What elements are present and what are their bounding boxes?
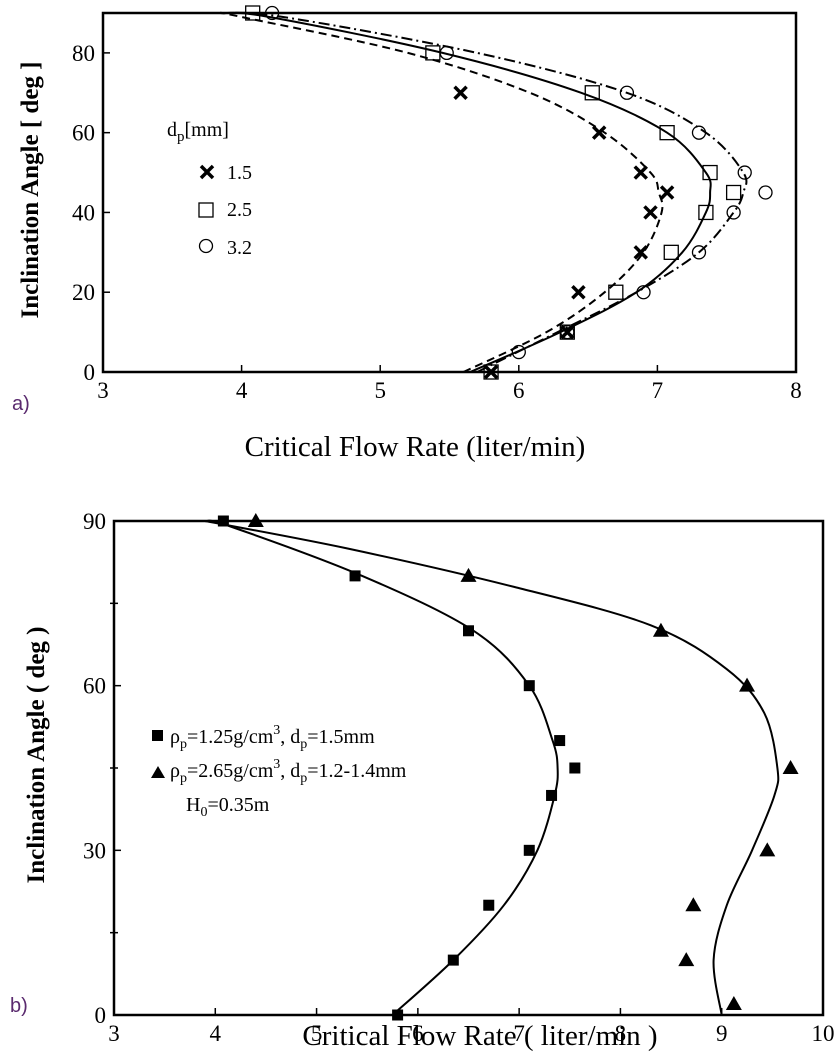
- legend-marker-filled-triangle: [151, 766, 165, 778]
- data-point-filled-triangle: [652, 622, 669, 637]
- data-point-filled-square: [483, 899, 495, 911]
- data-point-square: [702, 164, 718, 181]
- x-tick-label: 6: [412, 1021, 424, 1046]
- data-point-filled-square: [349, 570, 361, 582]
- x-tick-label: 3: [108, 1021, 120, 1046]
- x-tick-label: 10: [812, 1021, 835, 1046]
- y-tick-label: 80: [72, 41, 95, 66]
- data-point-circle: [636, 285, 651, 300]
- data-point-filled-square: [546, 789, 558, 801]
- data-point-square: [608, 284, 624, 300]
- data-point-filled-triangle: [685, 897, 702, 912]
- data-point-filled-triangle: [678, 952, 695, 967]
- data-point-x: [453, 85, 468, 101]
- legend-item-3.2: 3.2: [198, 237, 252, 259]
- data-point-square: [698, 204, 714, 221]
- fit-curve-filled-triangle: [205, 520, 780, 1016]
- data-point-filled-square: [569, 762, 581, 774]
- y-tick-label: 0: [84, 360, 96, 385]
- legend-marker-x: [199, 164, 215, 180]
- annotation-h0: H0=0.35m: [186, 794, 270, 820]
- data-point-filled-triangle: [460, 567, 477, 582]
- data-point-circle: [511, 344, 526, 360]
- x-tick-label: 5: [311, 1021, 323, 1046]
- legend-item-rho-1.25: ρp=1.25g/cm3, dp=1.5mm: [152, 723, 375, 752]
- data-point-x: [633, 245, 649, 260]
- plot-frame-a: [101, 11, 798, 374]
- data-point-square: [659, 125, 675, 141]
- y-tick-label: 90: [83, 509, 106, 534]
- x-tick-label: 8: [615, 1021, 627, 1046]
- x-tick-label: 5: [374, 378, 386, 403]
- legend-label: ρp=2.65g/cm3, dp=1.2-1.4mm: [170, 757, 407, 786]
- x-tick-label: 8: [790, 378, 802, 403]
- y-tick-label: 0: [95, 1003, 107, 1028]
- data-point-x: [560, 324, 575, 340]
- y-axis-label-a: Inclination Angle [ deg ]: [17, 62, 44, 319]
- data-point-circle: [758, 185, 773, 200]
- x-tick-label: 9: [716, 1021, 728, 1046]
- data-point-square: [725, 184, 742, 201]
- data-point-x: [591, 125, 607, 140]
- chart-panel-b: 3 4 5 6 7 8 9 10 0 30 60 90 Inclination Angle ( deg…: [10, 509, 835, 1052]
- y-tick-label: 60: [83, 674, 106, 699]
- data-point-filled-square: [523, 844, 535, 856]
- data-point-filled-triangle: [739, 677, 756, 692]
- fit-curve-circle: [220, 11, 748, 373]
- y-tick-label: 20: [72, 280, 95, 305]
- data-point-filled-square: [523, 680, 535, 692]
- data-point-x: [659, 185, 675, 200]
- data-point-filled-triangle: [759, 842, 776, 857]
- fit-curve-square: [220, 11, 712, 373]
- fit-curve-filled-square: [204, 519, 559, 1016]
- data-point-x: [633, 165, 649, 180]
- data-point-x: [643, 205, 658, 220]
- legend-a: dp[mm] 1.5 2.5 3.2: [167, 119, 252, 259]
- y-tick-label: 60: [72, 121, 95, 146]
- data-point-x: [571, 284, 586, 300]
- data-point-filled-square: [447, 954, 459, 966]
- legend-marker-circle: [198, 238, 214, 254]
- data-point-square: [584, 85, 600, 101]
- legend-b: ρp=1.25g/cm3, dp=1.5mm ρp=2.65g/cm3, dp=…: [151, 723, 407, 820]
- data-point-filled-square: [554, 735, 566, 747]
- x-tick-label: 4: [210, 1021, 222, 1046]
- legend-label: 1.5: [227, 162, 252, 184]
- data-point-circle: [726, 205, 741, 220]
- legend-item-rho-2.65: ρp=2.65g/cm3, dp=1.2-1.4mm: [151, 757, 407, 786]
- x-tick-label: 3: [97, 378, 109, 403]
- data-point-circle: [560, 324, 575, 340]
- legend-item-1.5: 1.5: [199, 162, 252, 184]
- x-tick-label: 6: [513, 378, 525, 403]
- legend-title-a: dp[mm]: [167, 119, 229, 145]
- y-tick-label: 40: [72, 200, 95, 225]
- y-axis-label-b: Inclination Angle ( deg ): [23, 627, 50, 884]
- legend-label: 3.2: [227, 237, 252, 259]
- data-point-circle: [737, 165, 752, 180]
- panel-label-b: b): [10, 995, 28, 1017]
- data-point-filled-triangle: [725, 996, 742, 1011]
- data-point-filled-triangle: [782, 760, 799, 774]
- legend-label: 2.5: [227, 199, 252, 221]
- data-point-filled-square: [463, 625, 474, 637]
- x-axis-label-b: Critical Flow Rate ( liter/min ): [302, 1020, 657, 1052]
- data-point-circle: [691, 125, 707, 140]
- data-point-square: [663, 244, 679, 260]
- legend-label: ρp=1.25g/cm3, dp=1.5mm: [170, 723, 375, 752]
- x-axis-label-a: Critical Flow Rate (liter/min): [245, 431, 586, 463]
- data-point-circle: [691, 245, 707, 260]
- y-tick-label: 30: [83, 838, 106, 863]
- legend-item-2.5: 2.5: [198, 199, 252, 221]
- data-point-circle: [619, 85, 635, 100]
- data-point-circle: [439, 45, 454, 61]
- panel-label-a: a): [12, 393, 30, 415]
- legend-marker-square: [198, 202, 214, 218]
- x-tick-label: 4: [236, 378, 248, 403]
- fit-curve-x: [219, 11, 664, 373]
- x-tick-label: 7: [513, 1021, 525, 1046]
- legend-marker-filled-square: [152, 730, 163, 741]
- x-tick-label: 7: [652, 378, 664, 403]
